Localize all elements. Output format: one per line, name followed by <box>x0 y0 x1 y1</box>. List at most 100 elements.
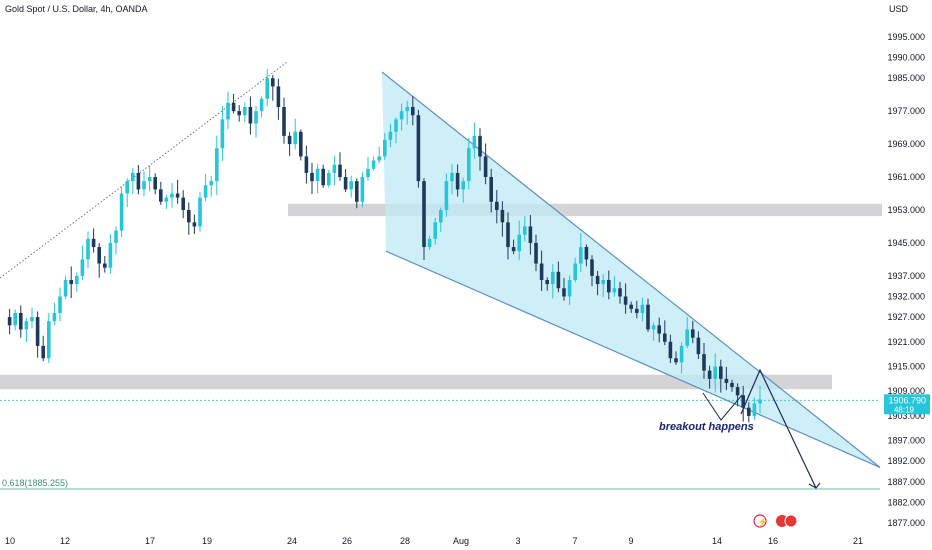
candle-body <box>500 209 505 223</box>
candle-body <box>752 403 757 416</box>
candle <box>366 156 370 181</box>
candle <box>119 187 124 237</box>
candle-body <box>629 304 633 309</box>
candle <box>24 318 29 343</box>
candle-body <box>534 242 538 264</box>
candle-body <box>741 395 745 408</box>
x-tick-label: 17 <box>145 536 155 546</box>
candle <box>691 320 695 344</box>
candle-body <box>455 172 460 190</box>
candle-body <box>226 102 230 120</box>
candle <box>332 155 337 186</box>
y-tick-label: 1969.000 <box>887 139 925 149</box>
candle-body <box>679 345 684 363</box>
candle <box>433 217 437 245</box>
candle-body <box>220 119 225 149</box>
candle <box>752 397 757 420</box>
candle <box>444 173 449 217</box>
candle <box>142 171 146 197</box>
candle-body <box>248 107 253 124</box>
candle <box>702 343 706 379</box>
candle-body <box>175 193 180 198</box>
candle-body <box>730 382 734 388</box>
candle-body <box>590 259 594 276</box>
candle <box>231 93 236 114</box>
candle-body <box>327 172 331 186</box>
candle-body <box>355 181 359 202</box>
candle-body <box>444 181 449 210</box>
candle-body <box>702 354 706 371</box>
candle <box>696 331 701 360</box>
candle-body <box>192 222 197 227</box>
candle-body <box>719 366 723 379</box>
candle <box>467 137 471 190</box>
candle-body <box>579 247 583 264</box>
candle <box>343 168 348 193</box>
candle-body <box>91 238 96 248</box>
candle-body <box>349 181 353 190</box>
candle-body <box>411 107 415 116</box>
candle <box>192 214 197 234</box>
candle <box>416 109 421 188</box>
candle-body <box>422 181 426 248</box>
candle <box>377 146 381 164</box>
candle-body <box>125 181 129 194</box>
candle-body <box>338 164 342 178</box>
last-price-box <box>884 394 930 415</box>
candle-body <box>674 358 678 363</box>
candlesticks <box>7 68 762 423</box>
candle <box>226 91 230 130</box>
last-price-value: 1906.790 <box>888 395 926 405</box>
candle-body <box>276 86 281 108</box>
candle <box>159 181 163 205</box>
candle <box>69 266 73 299</box>
candle-body <box>142 181 146 190</box>
candle <box>91 228 96 253</box>
candle-body <box>607 280 611 293</box>
candle-body <box>170 193 174 198</box>
wedge-upper-line <box>381 71 881 468</box>
x-tick-label: 7 <box>572 536 577 546</box>
candle <box>282 97 286 144</box>
candle-body <box>265 78 269 99</box>
candle <box>735 383 740 407</box>
y-tick-label: 1897.000 <box>887 436 925 446</box>
candle-body <box>19 312 23 330</box>
candle <box>349 175 353 198</box>
candle <box>607 270 611 300</box>
candle-body <box>388 131 393 140</box>
candle-body <box>198 197 202 227</box>
candle <box>551 263 555 299</box>
candle-body <box>668 341 673 359</box>
ascending-trendline <box>0 61 288 279</box>
candle <box>506 212 510 260</box>
candle <box>562 277 566 301</box>
candle-body <box>506 222 510 248</box>
candle-body <box>467 148 471 182</box>
candle <box>674 351 678 365</box>
candle-body <box>399 111 404 120</box>
candle <box>511 239 516 255</box>
candle <box>455 164 460 197</box>
flag-icon-us <box>776 515 788 527</box>
falling-wedge <box>381 71 881 468</box>
candle <box>338 152 342 181</box>
x-tick-label: 16 <box>768 536 778 546</box>
candle-body <box>7 317 12 326</box>
candle-body <box>612 288 617 293</box>
candle <box>640 297 645 322</box>
candle-body <box>573 263 577 280</box>
breakout-label: breakout happens <box>659 421 754 433</box>
candle-body <box>595 275 600 285</box>
candle <box>131 167 135 195</box>
fib-label: 0.618(1885.255) <box>2 478 68 488</box>
candle-body <box>495 201 499 210</box>
candle-body <box>377 156 381 161</box>
candle <box>657 317 661 343</box>
candle <box>539 250 544 291</box>
candle-body <box>713 366 717 379</box>
candle <box>164 194 169 209</box>
candle <box>528 215 533 255</box>
candle <box>719 359 723 393</box>
